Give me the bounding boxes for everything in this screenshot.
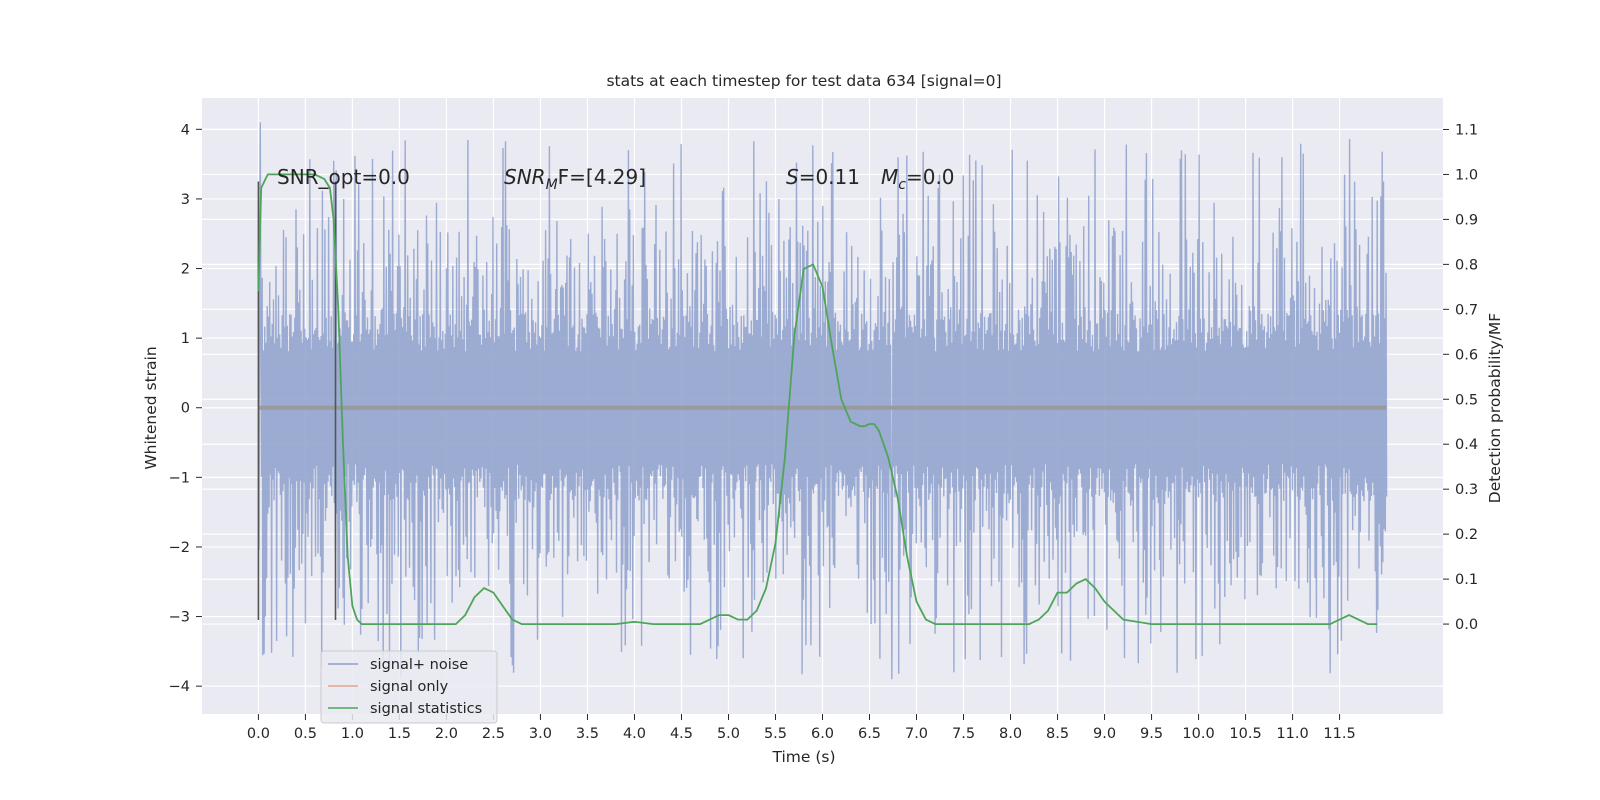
annotation-mc-symbol: M [881, 165, 898, 189]
x-tick-label: 4.5 [670, 726, 693, 742]
legend-label-signal-only: signal only [370, 679, 449, 695]
x-tick-label: 7.5 [952, 726, 975, 742]
y-right-tick-label: 0.8 [1455, 257, 1478, 273]
legend-label-signal-noise: signal+ noise [370, 657, 468, 673]
annotation-s-symbol: S [786, 165, 799, 189]
series-signal-statistics [257, 173, 1378, 625]
y-right-axis-label: Detection probability/MF [1486, 313, 1504, 504]
y-right-tick-label: 1.1 [1455, 122, 1478, 138]
annotation-s: S=0.11 [786, 165, 860, 189]
x-tick-label: 6.0 [811, 726, 834, 742]
y-left-tick-label: 0 [181, 401, 190, 417]
y-left-tick-label: 1 [181, 331, 190, 347]
x-tick-label: 5.5 [764, 726, 787, 742]
y-right-tick-label: 1.0 [1455, 167, 1478, 183]
y-left-axis-label: Whitened strain [142, 346, 160, 469]
y-right-tick-label: 0.9 [1455, 212, 1478, 228]
y-left-axis-ticks: 4 3 2 1 0 −1 −2 −3 −4 [169, 122, 202, 695]
x-tick-label: 2.0 [435, 726, 458, 742]
x-tick-label: 3.5 [576, 726, 599, 742]
annotation-mc-value: =0.0 [906, 165, 955, 189]
x-tick-label: 3.0 [529, 726, 552, 742]
y-right-axis-ticks: 1.1 1.0 0.9 0.8 0.7 0.6 0.5 0.4 0.3 0.2 0.1 0.0 [1443, 122, 1478, 633]
annotation-snr-mf: SNRMF=[4.29] [504, 165, 646, 193]
y-right-tick-label: 0.7 [1455, 302, 1478, 318]
annotation-snr-mf-subscript: M [546, 177, 558, 193]
annotation-snr-mf-symbol: SNR [504, 165, 546, 189]
x-tick-label: 1.5 [388, 726, 411, 742]
y-left-tick-label: −4 [169, 679, 190, 695]
x-axis-ticks: 0.0 0.5 1.0 1.5 2.0 2.5 3.0 3.5 4.0 4.5 5.0 5.5 6.0 6… [247, 714, 1356, 742]
x-tick-label: 8.0 [999, 726, 1022, 742]
y-right-tick-label: 0.0 [1455, 617, 1478, 633]
x-axis-label: Time (s) [771, 748, 835, 766]
annotation-s-value: =0.11 [799, 165, 860, 189]
x-tick-label: 6.5 [858, 726, 881, 742]
x-tick-label: 8.5 [1046, 726, 1069, 742]
chart-title: stats at each timestep for test data 634… [606, 72, 1001, 90]
x-tick-label: 0.5 [294, 726, 317, 742]
x-tick-label: 11.0 [1276, 726, 1308, 742]
y-left-tick-label: 3 [181, 192, 190, 208]
y-right-tick-label: 0.2 [1455, 527, 1478, 543]
x-tick-label: 0.0 [247, 726, 270, 742]
y-left-tick-label: −2 [169, 540, 190, 556]
x-tick-label: 9.5 [1140, 726, 1163, 742]
y-right-tick-label: 0.3 [1455, 482, 1478, 498]
annotation-snr-mf-value: F=[4.29] [558, 165, 646, 189]
annotation-mc-subscript: c [898, 177, 906, 193]
y-right-tick-label: 0.6 [1455, 347, 1478, 363]
signal-noise-line [257, 122, 1388, 680]
x-tick-label: 11.5 [1323, 726, 1355, 742]
annotation-snr-opt: SNR_opt=0.0 [277, 165, 410, 189]
y-right-tick-label: 0.5 [1455, 392, 1478, 408]
y-left-tick-label: 4 [181, 122, 190, 138]
legend-label-signal-statistics: signal statistics [370, 701, 482, 717]
x-tick-label: 4.0 [623, 726, 646, 742]
x-tick-label: 5.0 [717, 726, 740, 742]
y-left-tick-label: 2 [181, 262, 190, 278]
y-left-tick-label: −1 [169, 470, 190, 486]
x-tick-label: 10.0 [1182, 726, 1214, 742]
legend: signal+ noise signal only signal statist… [320, 650, 498, 724]
annotation-mc: Mc=0.0 [881, 165, 955, 193]
y-left-tick-label: −3 [169, 610, 190, 626]
x-tick-label: 10.5 [1229, 726, 1261, 742]
legend-box [320, 650, 498, 724]
y-right-tick-label: 0.4 [1455, 437, 1478, 453]
signal-statistics-line [257, 173, 1378, 625]
series-signal-noise [257, 122, 1388, 680]
x-tick-label: 7.0 [905, 726, 928, 742]
x-tick-label: 9.0 [1093, 726, 1116, 742]
x-tick-label: 1.0 [341, 726, 364, 742]
x-tick-label: 2.5 [482, 726, 505, 742]
y-right-tick-label: 0.1 [1455, 572, 1478, 588]
